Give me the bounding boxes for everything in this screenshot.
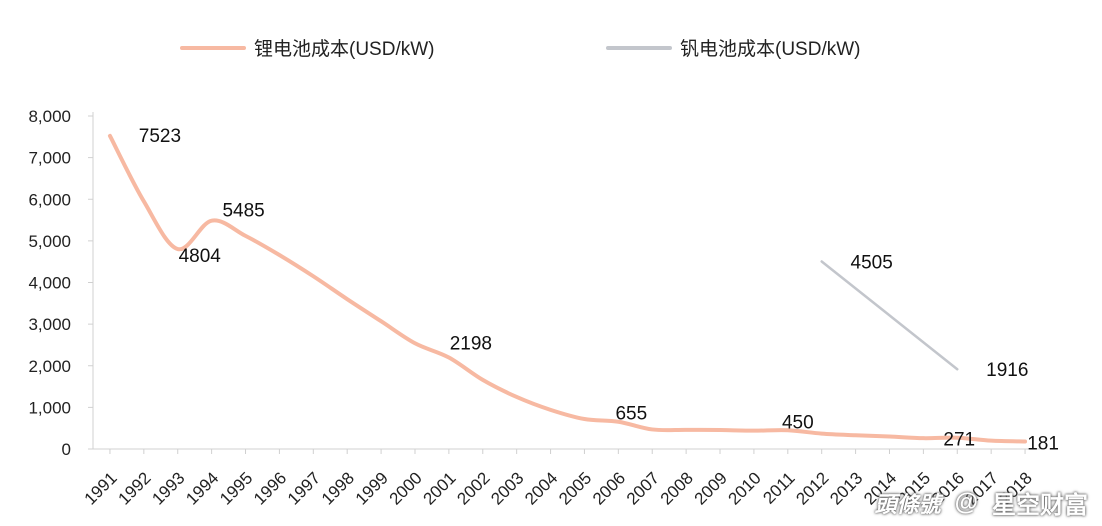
series-line-lithium [107,133,1028,444]
x-tick-label: 2004 [521,468,561,508]
x-tick-label: 2005 [555,468,595,508]
x-tick-label: 2009 [691,468,731,508]
data-label-lithium: 2198 [450,334,492,355]
y-tick-label: 1,000 [28,398,71,417]
legend-swatch-vanadium [606,45,672,50]
legend-label-lithium: 锂电池成本(USD/kW) [254,39,435,60]
data-label-vanadium: 4505 [851,252,893,273]
x-tick-label: 2011 [759,468,798,507]
x-tick-label: 1999 [352,468,392,508]
data-label-vanadium: 1916 [986,360,1028,381]
x-tick-label: 1997 [284,468,324,508]
data-label-lithium: 655 [615,404,647,425]
data-label-lithium: 7523 [139,126,181,147]
data-label-lithium: 181 [1027,433,1059,454]
legend-item-lithium: 锂电池成本(USD/kW) [180,34,434,61]
x-tick-label: 2001 [420,468,460,508]
x-tick-label: 2000 [386,468,426,508]
y-tick-label: 5,000 [28,232,71,251]
x-tick-label: 1994 [182,468,222,508]
series-line-vanadium [820,260,959,371]
x-tick-label: 1995 [216,468,256,508]
legend-item-vanadium: 钒电池成本(USD/kW) [606,34,860,61]
y-tick-label: 7,000 [28,149,71,168]
x-tick-label: 2003 [487,468,527,508]
watermark: 頭條號 @ 星空财富 [875,485,1088,520]
data-label-lithium: 271 [943,430,975,451]
data-label-lithium: 4804 [179,246,222,267]
legend-swatch-lithium [180,45,246,50]
x-tick-label: 2012 [792,468,832,508]
x-tick-label: 2007 [623,468,663,508]
y-tick-label: 8,000 [28,107,71,126]
data-label-lithium: 450 [782,412,814,433]
x-tick-label: 2002 [453,468,493,508]
y-tick-label: 0 [62,440,71,459]
watermark-logo: 頭條號 [874,491,941,517]
watermark-account: 星空财富 [992,492,1088,519]
x-tick-label: 1996 [250,468,290,508]
y-tick-label: 3,000 [28,315,71,334]
data-label-lithium: 5485 [222,201,264,222]
x-tick-label: 2013 [826,468,866,508]
y-tick-label: 6,000 [28,190,71,209]
x-tick-label: 1993 [148,468,188,508]
x-tick-label: 2008 [657,468,697,508]
y-tick-label: 4,000 [28,274,71,293]
x-tick-label: 1992 [114,468,154,508]
x-tick-label: 2006 [589,468,629,508]
x-tick-label: 1991 [81,468,121,508]
watermark-at-icon: @ [954,488,978,516]
y-tick-label: 2,000 [28,357,71,376]
x-tick-label: 1998 [318,468,358,508]
legend-label-vanadium: 钒电池成本(USD/kW) [680,39,861,60]
x-tick-label: 2010 [725,468,765,508]
